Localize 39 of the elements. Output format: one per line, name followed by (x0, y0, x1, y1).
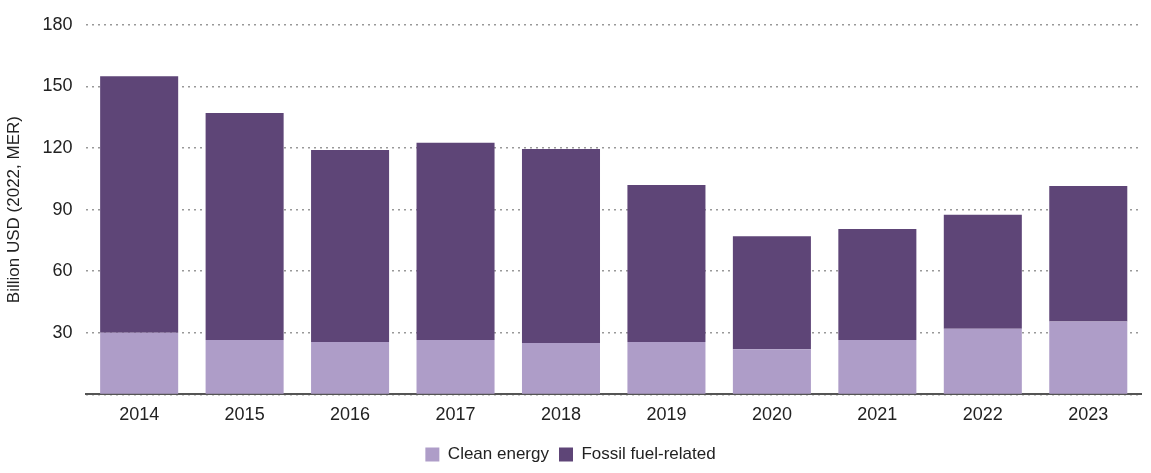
bar (416, 339, 495, 394)
x-tick-label: 2022 (962, 404, 1003, 425)
x-tick-label: 2018 (540, 404, 582, 425)
bar (416, 142, 495, 340)
bar (205, 339, 284, 394)
x-tick-label: 2014 (119, 404, 160, 425)
y-tick-label: 30 (52, 321, 73, 342)
x-tick-label: 2020 (751, 404, 792, 425)
legend-label: Fossil fuel-related (581, 444, 716, 464)
bar (100, 76, 179, 333)
bar (732, 236, 811, 350)
x-tick-label: 2019 (646, 404, 687, 425)
bar (838, 229, 917, 340)
bar (1049, 185, 1128, 322)
x-tick-label: 2021 (857, 404, 898, 425)
bar (943, 214, 1022, 329)
bar (100, 332, 179, 394)
x-tick-label: 2016 (330, 404, 371, 425)
bar (205, 113, 284, 340)
x-tick-label: 2023 (1068, 404, 1109, 425)
bar (627, 184, 706, 343)
x-tick-label: 2015 (224, 404, 265, 425)
bar (521, 343, 601, 394)
legend-label: Clean energy (447, 444, 550, 464)
bar (838, 339, 917, 394)
x-tick-label: 2017 (435, 404, 476, 425)
y-tick-label: 150 (42, 75, 73, 96)
bar (732, 349, 811, 394)
bar (627, 342, 706, 394)
y-axis-title: Billion USD (2022, MER) (3, 116, 23, 304)
bar (1049, 321, 1128, 394)
y-tick-label: 90 (52, 198, 73, 219)
bar (311, 342, 390, 394)
y-tick-label: 180 (42, 13, 73, 34)
y-tick-label: 60 (52, 260, 73, 281)
bar (311, 150, 390, 343)
bar (521, 149, 601, 344)
bar (943, 328, 1022, 394)
y-tick-label: 120 (42, 136, 73, 157)
